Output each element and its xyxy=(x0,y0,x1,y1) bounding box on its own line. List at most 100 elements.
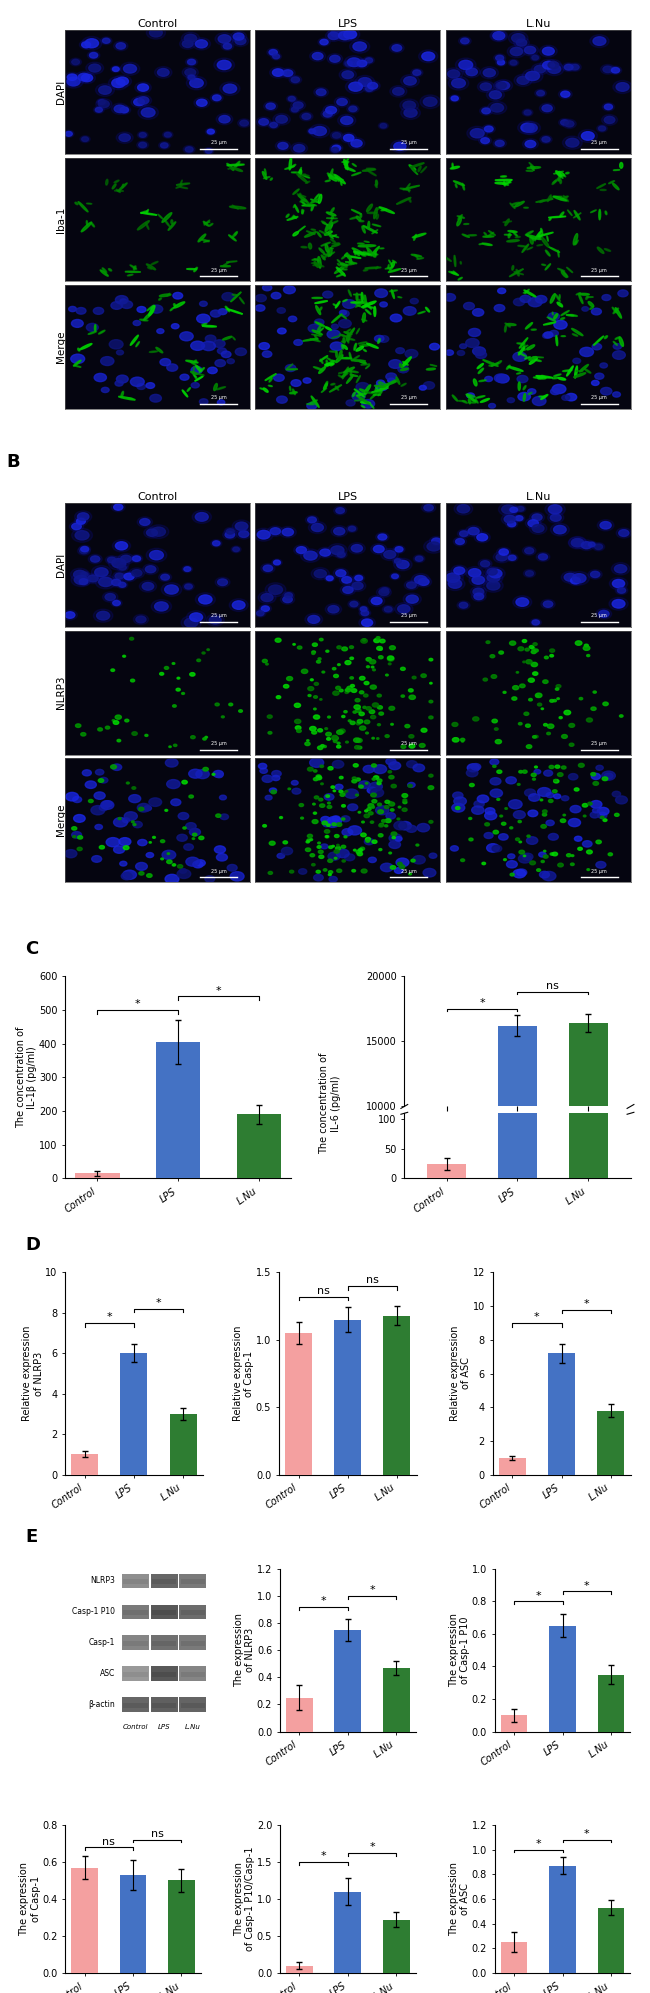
Circle shape xyxy=(600,522,611,528)
Bar xyxy=(548,1353,575,1475)
Circle shape xyxy=(77,518,85,524)
Ellipse shape xyxy=(619,163,623,167)
Circle shape xyxy=(339,777,343,779)
Circle shape xyxy=(609,578,628,590)
Bar xyxy=(597,1674,624,1732)
Circle shape xyxy=(112,78,125,88)
Ellipse shape xyxy=(334,175,345,183)
Ellipse shape xyxy=(458,277,462,279)
Ellipse shape xyxy=(159,295,171,297)
Ellipse shape xyxy=(146,223,149,229)
Circle shape xyxy=(452,791,463,799)
Ellipse shape xyxy=(325,327,332,331)
Circle shape xyxy=(609,66,621,74)
Circle shape xyxy=(132,787,136,789)
Ellipse shape xyxy=(345,167,355,171)
Circle shape xyxy=(124,811,137,821)
Circle shape xyxy=(307,516,317,522)
Circle shape xyxy=(515,516,523,520)
Text: 25 μm: 25 μm xyxy=(211,869,226,873)
Circle shape xyxy=(190,614,203,622)
Circle shape xyxy=(443,570,463,584)
Circle shape xyxy=(596,608,612,620)
Ellipse shape xyxy=(295,205,298,211)
Circle shape xyxy=(88,574,98,582)
Ellipse shape xyxy=(522,245,528,253)
Ellipse shape xyxy=(162,213,172,223)
Circle shape xyxy=(182,40,193,48)
Circle shape xyxy=(449,96,460,102)
Ellipse shape xyxy=(100,269,109,277)
Text: L.Nu: L.Nu xyxy=(185,1724,201,1730)
Circle shape xyxy=(602,771,616,779)
Circle shape xyxy=(120,861,127,867)
Ellipse shape xyxy=(560,195,568,199)
Circle shape xyxy=(538,554,547,560)
Ellipse shape xyxy=(348,371,358,373)
Bar xyxy=(549,1626,576,1732)
Circle shape xyxy=(283,285,295,293)
Ellipse shape xyxy=(326,211,336,215)
Circle shape xyxy=(124,845,129,849)
Circle shape xyxy=(507,46,526,58)
Circle shape xyxy=(340,793,345,797)
Circle shape xyxy=(339,311,346,315)
Circle shape xyxy=(616,795,627,803)
Ellipse shape xyxy=(480,399,489,403)
Circle shape xyxy=(148,524,169,538)
Ellipse shape xyxy=(344,367,354,373)
Circle shape xyxy=(398,863,402,865)
Circle shape xyxy=(179,38,196,50)
Ellipse shape xyxy=(359,393,363,395)
Circle shape xyxy=(326,795,330,797)
Circle shape xyxy=(587,542,597,548)
Bar xyxy=(122,1636,150,1650)
Ellipse shape xyxy=(196,373,204,375)
Circle shape xyxy=(343,586,353,594)
Ellipse shape xyxy=(106,179,108,185)
Ellipse shape xyxy=(356,293,358,301)
Circle shape xyxy=(275,638,281,642)
Ellipse shape xyxy=(321,389,327,393)
Circle shape xyxy=(448,70,460,78)
Ellipse shape xyxy=(167,293,170,297)
Ellipse shape xyxy=(376,179,378,185)
Circle shape xyxy=(581,542,592,548)
Ellipse shape xyxy=(523,393,526,401)
Circle shape xyxy=(305,741,310,745)
Ellipse shape xyxy=(209,223,213,227)
Ellipse shape xyxy=(233,233,237,237)
Ellipse shape xyxy=(291,163,296,167)
Ellipse shape xyxy=(504,181,505,185)
Circle shape xyxy=(385,801,389,803)
Circle shape xyxy=(101,38,112,44)
Circle shape xyxy=(314,682,318,686)
Circle shape xyxy=(508,60,519,66)
Circle shape xyxy=(346,524,358,532)
Ellipse shape xyxy=(374,385,386,387)
Ellipse shape xyxy=(469,399,471,405)
Ellipse shape xyxy=(557,303,562,307)
Circle shape xyxy=(385,819,391,823)
Circle shape xyxy=(380,301,387,307)
Circle shape xyxy=(562,120,577,128)
Ellipse shape xyxy=(369,403,374,409)
Circle shape xyxy=(271,54,281,60)
Circle shape xyxy=(268,526,283,536)
Ellipse shape xyxy=(310,339,320,341)
Circle shape xyxy=(477,534,488,540)
Circle shape xyxy=(330,143,343,151)
Circle shape xyxy=(332,735,337,739)
Circle shape xyxy=(416,576,432,588)
Circle shape xyxy=(528,520,538,526)
Circle shape xyxy=(335,686,341,690)
Circle shape xyxy=(491,104,504,112)
Circle shape xyxy=(593,807,599,813)
Ellipse shape xyxy=(337,259,341,263)
Bar xyxy=(383,1668,410,1732)
Circle shape xyxy=(112,572,126,580)
Ellipse shape xyxy=(174,303,176,307)
Circle shape xyxy=(485,811,497,819)
Ellipse shape xyxy=(573,213,581,217)
Ellipse shape xyxy=(462,233,469,237)
